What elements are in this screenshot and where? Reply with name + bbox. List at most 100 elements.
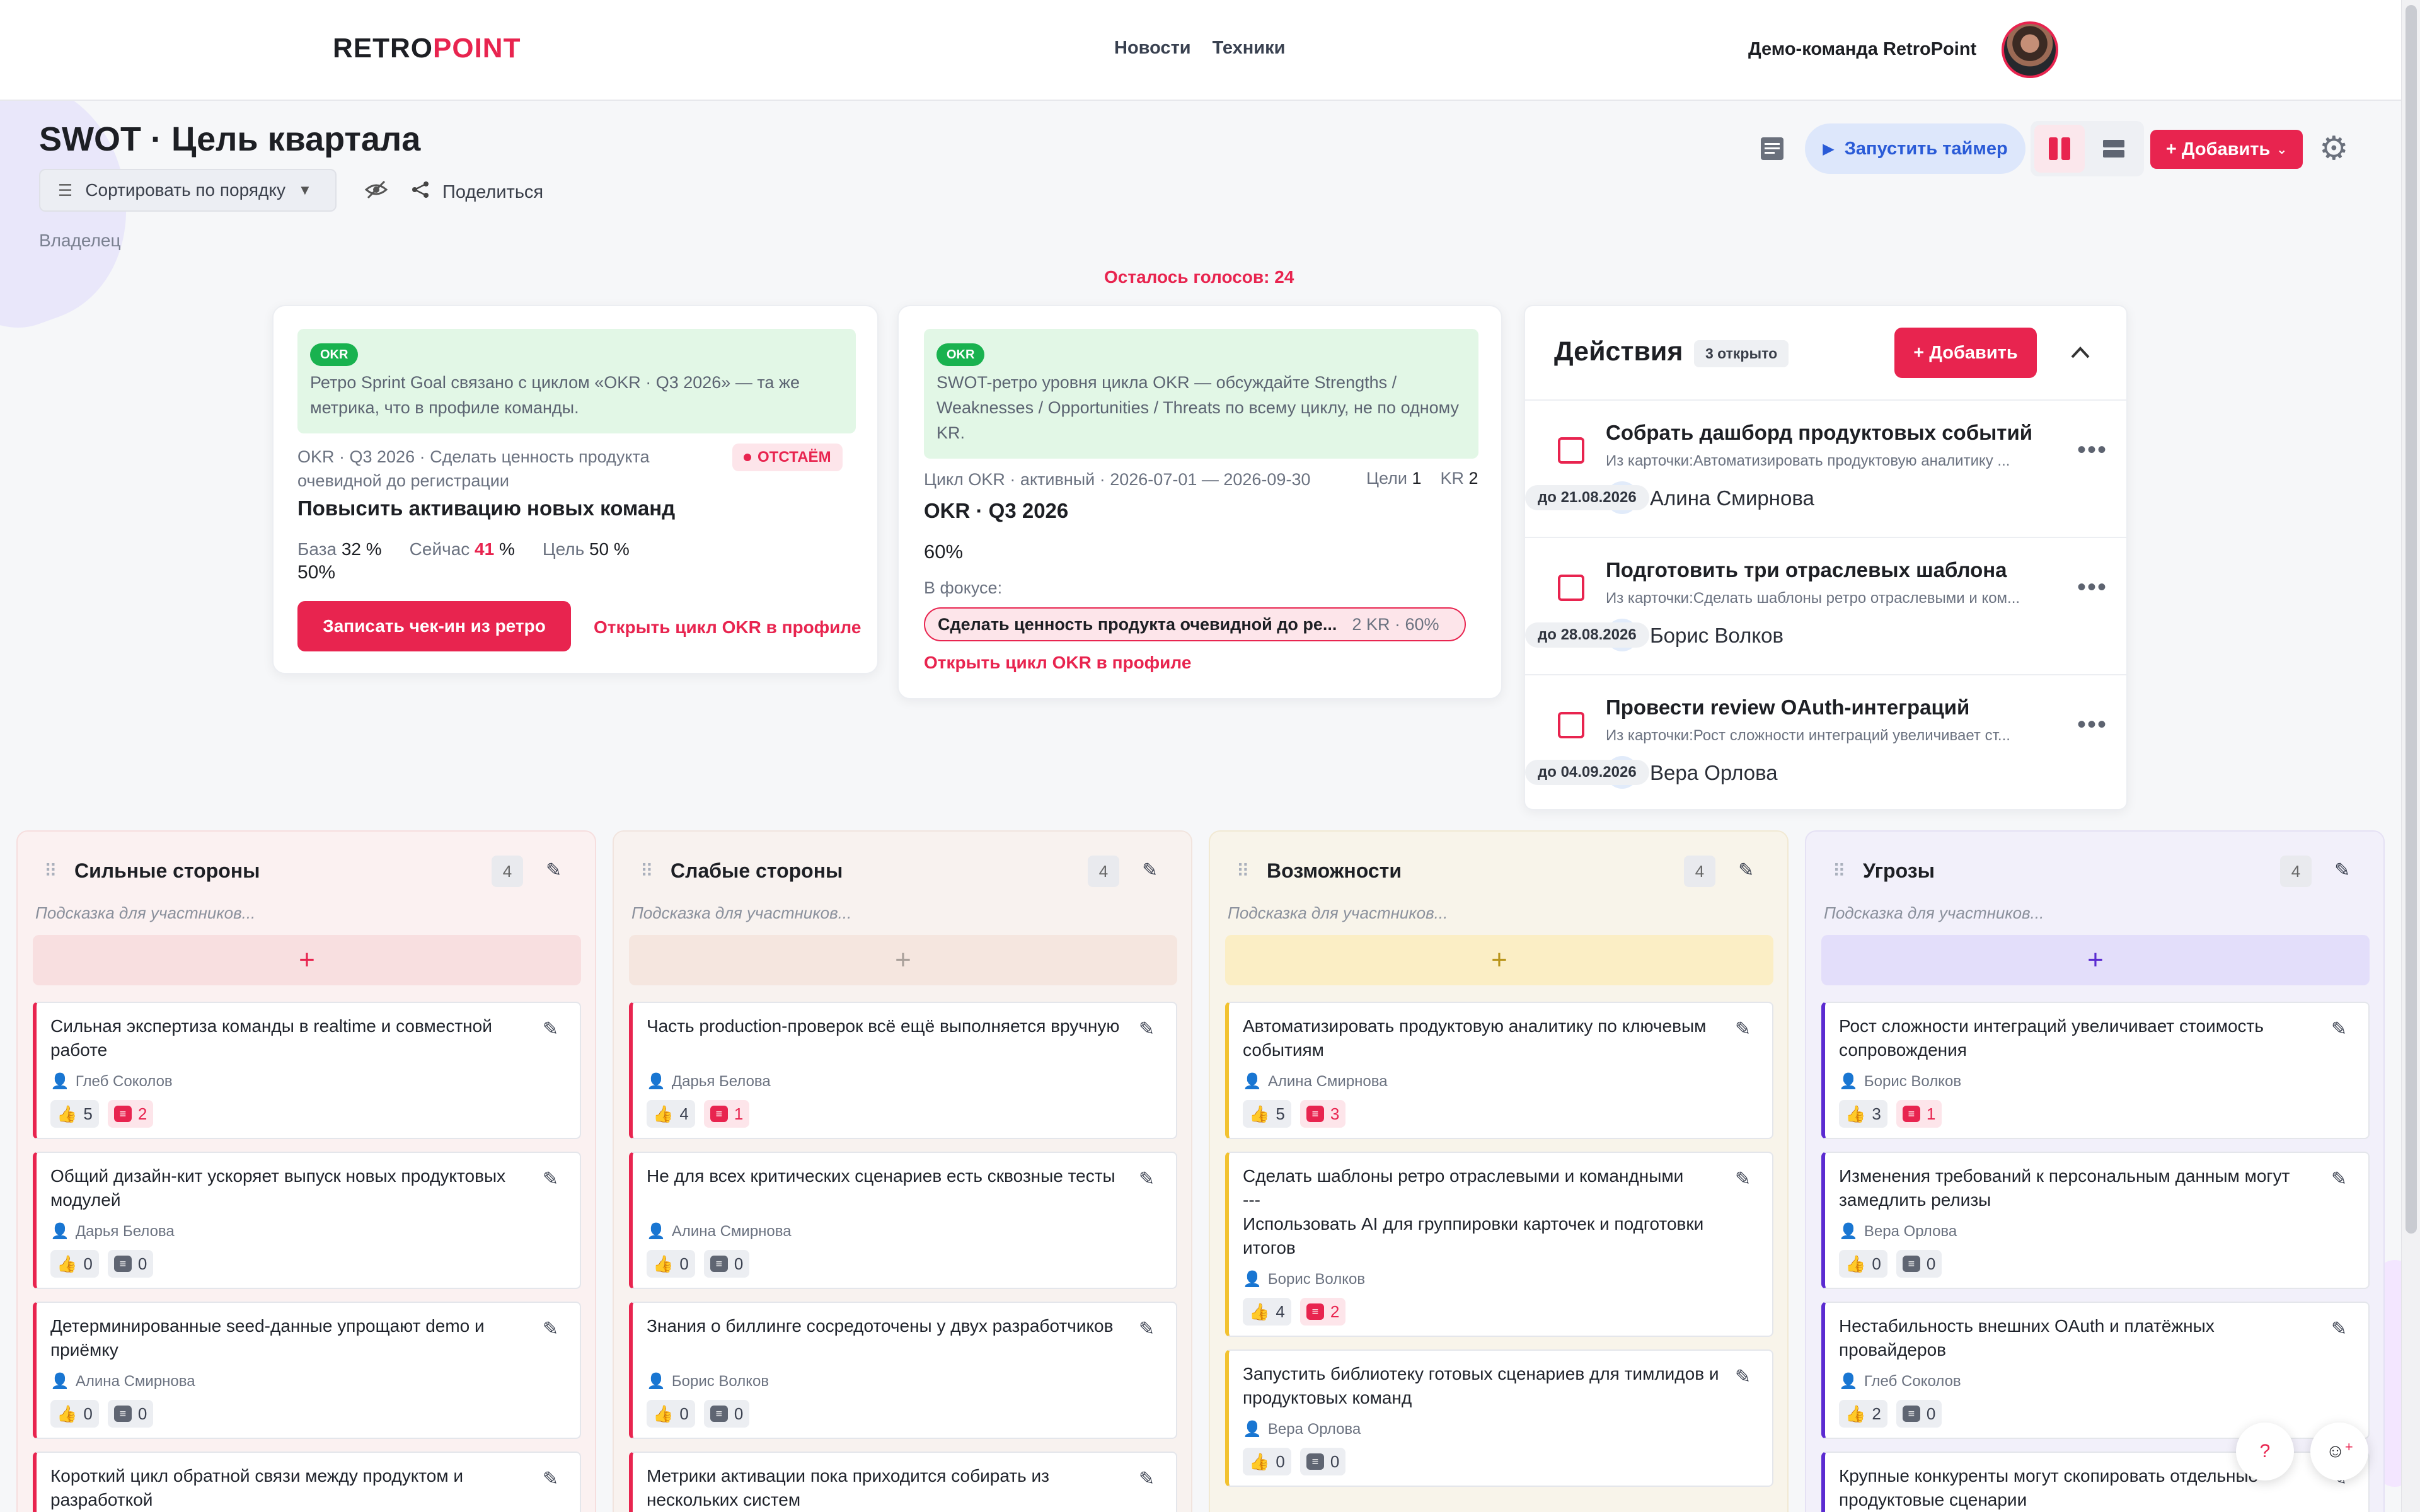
comments-button[interactable]: ≡ 0 (1896, 1400, 1942, 1428)
like-button[interactable]: 👍 0 (647, 1250, 695, 1278)
comments-button[interactable]: ≡ 0 (1896, 1250, 1942, 1278)
card[interactable]: Автоматизировать продуктовую аналитику п… (1225, 1002, 1773, 1139)
card[interactable]: Запустить библиотеку готовых сценариев д… (1225, 1349, 1773, 1487)
edit-card-icon[interactable]: ✎ (1734, 1169, 1751, 1189)
team-switcher[interactable]: Демо-команда RetroPoint (1748, 39, 1977, 59)
card[interactable]: Изменения требований к персональным данн… (1821, 1152, 2370, 1289)
card[interactable]: Короткий цикл обратной связи между проду… (33, 1452, 581, 1512)
card[interactable]: Часть production-проверок всё ещё выполн… (629, 1002, 1177, 1139)
edit-column-icon[interactable]: ✎ (546, 860, 562, 881)
user-icon: 👤 (1243, 1271, 1262, 1288)
user-avatar[interactable] (2002, 21, 2058, 78)
edit-card-icon[interactable]: ✎ (1138, 1469, 1155, 1489)
action-checkbox[interactable] (1558, 712, 1584, 738)
edit-column-icon[interactable]: ✎ (2334, 860, 2351, 881)
like-button[interactable]: 👍 4 (647, 1100, 695, 1128)
action-checkbox[interactable] (1558, 437, 1584, 464)
comments-button[interactable]: ≡ 0 (703, 1250, 750, 1278)
more-options-icon[interactable]: ••• (2077, 573, 2108, 601)
edit-card-icon[interactable]: ✎ (2331, 1169, 2347, 1189)
page-scrollbar[interactable] (2401, 0, 2420, 1512)
card[interactable]: Крупные конкуренты могут скопировать отд… (1821, 1452, 2370, 1512)
edit-column-icon[interactable]: ✎ (1738, 860, 1754, 881)
action-item[interactable]: Подготовить три отраслевых шаблона Из кар… (1525, 538, 2126, 675)
like-button[interactable]: 👍 5 (1243, 1100, 1291, 1128)
more-options-icon[interactable]: ••• (2077, 711, 2108, 738)
focus-item-chip[interactable]: Сделать ценность продукта очевидной до р… (924, 607, 1466, 641)
like-button[interactable]: 👍 5 (50, 1100, 99, 1128)
edit-card-icon[interactable]: ✎ (542, 1319, 558, 1339)
like-button[interactable]: 👍 0 (1243, 1448, 1291, 1475)
open-okr-cycle-link[interactable]: Открыть цикл OKR в профиле (594, 617, 861, 637)
drag-handle-icon[interactable]: ⠿ (44, 861, 57, 881)
comments-button[interactable]: ≡ 2 (107, 1100, 154, 1128)
nav-techniques-link[interactable]: Техники (1212, 38, 1286, 58)
card[interactable]: Сделать шаблоны ретро отраслевыми и кома… (1225, 1152, 1773, 1337)
hide-eye-icon[interactable] (364, 179, 388, 206)
gear-icon[interactable]: ⚙ (2319, 130, 2349, 167)
sort-dropdown[interactable]: ☰ Сортировать по порядку ▼ (39, 169, 337, 212)
add-dropdown-button[interactable]: + Добавить ⌄ (2150, 130, 2303, 169)
edit-card-icon[interactable]: ✎ (1138, 1019, 1155, 1040)
card[interactable]: Не для всех критических сценариев есть с… (629, 1152, 1177, 1289)
open-okr-cycle-link-2[interactable]: Открыть цикл OKR в профиле (924, 653, 1192, 672)
card[interactable]: Знания о биллинге сосредоточены у двух р… (629, 1302, 1177, 1439)
edit-card-icon[interactable]: ✎ (542, 1469, 558, 1489)
card[interactable]: Детерминированные seed-данные упрощают d… (33, 1302, 581, 1439)
add-card-button[interactable]: + (1821, 935, 2370, 985)
share-button[interactable]: Поделиться (411, 180, 543, 204)
edit-card-icon[interactable]: ✎ (2331, 1019, 2347, 1040)
edit-card-icon[interactable]: ✎ (1138, 1319, 1155, 1339)
edit-card-icon[interactable]: ✎ (1734, 1019, 1751, 1040)
scrollbar-thumb[interactable] (2406, 5, 2417, 1234)
nav-news-link[interactable]: Новости (1114, 38, 1191, 58)
comments-button[interactable]: ≡ 0 (703, 1400, 750, 1428)
collapse-chevron-icon[interactable] (2070, 338, 2091, 366)
card[interactable]: Метрики активации пока приходится собира… (629, 1452, 1177, 1512)
edit-card-icon[interactable]: ✎ (2331, 1319, 2347, 1339)
card[interactable]: Общий дизайн-кит ускоряет выпуск новых п… (33, 1152, 581, 1289)
like-button[interactable]: 👍 0 (647, 1400, 695, 1428)
action-item[interactable]: Собрать дашборд продуктовых событий Из ка… (1525, 401, 2126, 538)
columns-view-button[interactable] (2034, 125, 2085, 173)
comments-button[interactable]: ≡ 0 (107, 1250, 154, 1278)
edit-card-icon[interactable]: ✎ (542, 1169, 558, 1189)
edit-card-icon[interactable]: ✎ (1734, 1366, 1751, 1387)
rows-view-button[interactable] (2089, 125, 2139, 173)
reactions-button[interactable]: ☺ + (2310, 1423, 2368, 1480)
drag-handle-icon[interactable]: ⠿ (1236, 861, 1250, 881)
notes-icon[interactable] (1758, 135, 1786, 163)
logo[interactable]: RETROPOINT (333, 33, 521, 64)
comments-button[interactable]: ≡ 0 (1299, 1448, 1346, 1475)
add-card-button[interactable]: + (629, 935, 1177, 985)
edit-column-icon[interactable]: ✎ (1142, 860, 1158, 881)
more-options-icon[interactable]: ••• (2077, 436, 2108, 464)
drag-handle-icon[interactable]: ⠿ (640, 861, 654, 881)
card[interactable]: Нестабильность внешних OAuth и платёжных… (1821, 1302, 2370, 1439)
like-button[interactable]: 👍 3 (1839, 1100, 1887, 1128)
edit-card-icon[interactable]: ✎ (542, 1019, 558, 1040)
like-button[interactable]: 👍 0 (1839, 1250, 1887, 1278)
add-card-button[interactable]: + (1225, 935, 1773, 985)
card[interactable]: Сильная экспертиза команды в realtime и … (33, 1002, 581, 1139)
like-button[interactable]: 👍 2 (1839, 1400, 1887, 1428)
help-button[interactable]: ? (2236, 1423, 2294, 1480)
action-item[interactable]: Провести review OAuth-интеграций Из карто… (1525, 675, 2126, 813)
drag-handle-icon[interactable]: ⠿ (1833, 861, 1846, 881)
add-action-button[interactable]: + Добавить (1894, 328, 2037, 378)
action-checkbox[interactable] (1558, 575, 1584, 601)
checkin-button[interactable]: Записать чек-ин из ретро (297, 601, 571, 651)
comments-button[interactable]: ≡ 1 (1896, 1100, 1942, 1128)
like-button[interactable]: 👍 0 (50, 1400, 99, 1428)
like-button[interactable]: 👍 0 (50, 1250, 99, 1278)
card[interactable]: Рост сложности интеграций увеличивает ст… (1821, 1002, 2370, 1139)
comments-button[interactable]: ≡ 2 (1299, 1298, 1346, 1326)
like-button[interactable]: 👍 4 (1243, 1298, 1291, 1326)
start-timer-button[interactable]: ▶ Запустить таймер (1805, 123, 2025, 174)
column-title: Слабые стороны (671, 859, 843, 882)
comments-button[interactable]: ≡ 3 (1299, 1100, 1346, 1128)
comments-button[interactable]: ≡ 0 (107, 1400, 154, 1428)
comments-button[interactable]: ≡ 1 (703, 1100, 750, 1128)
edit-card-icon[interactable]: ✎ (1138, 1169, 1155, 1189)
add-card-button[interactable]: + (33, 935, 581, 985)
